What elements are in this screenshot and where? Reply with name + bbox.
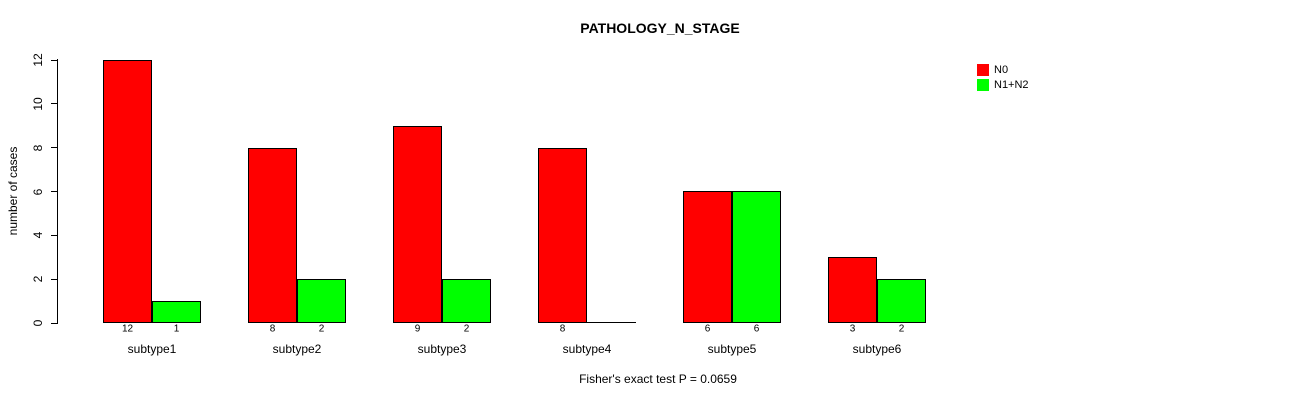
bar-n0-subtype5	[683, 191, 732, 323]
x-axis-category-label: subtype5	[707, 342, 757, 356]
bar-n0-subtype6	[828, 257, 877, 323]
x-axis-category-label: subtype3	[417, 342, 467, 356]
bar-n1n2-subtype3	[442, 279, 491, 323]
y-axis-tick	[51, 191, 57, 192]
x-axis-category-label: subtype4	[562, 342, 612, 356]
bar-n0-subtype3	[393, 126, 442, 323]
legend-item: N0	[977, 62, 1029, 77]
bar-n0-subtype2	[248, 148, 297, 323]
chart-title: PATHOLOGY_N_STAGE	[580, 20, 740, 36]
legend-color-n0	[977, 63, 989, 76]
bar-n1n2-subtype2	[297, 279, 346, 323]
y-axis-tick-label: 4	[31, 231, 45, 239]
bar-n0-subtype1	[103, 60, 152, 323]
bar-value-label: 3	[849, 323, 856, 335]
bar-n0-subtype4	[538, 148, 587, 323]
bar-value-label: 8	[269, 323, 276, 335]
bar-n1n2-subtype5	[732, 191, 781, 323]
y-axis-tick-label: 0	[31, 319, 45, 327]
bar-n1n2-subtype4	[587, 322, 636, 323]
bar-value-label: 8	[559, 323, 566, 335]
y-axis-tick	[51, 234, 57, 236]
x-axis-category-label: subtype6	[852, 342, 902, 356]
legend-label: N1+N2	[994, 78, 1029, 91]
y-axis-line	[57, 59, 58, 324]
y-axis-label: number of cases	[6, 146, 20, 236]
bar-value-label: 6	[753, 323, 760, 335]
bar-n1n2-subtype6	[877, 279, 926, 323]
bar-value-label: 2	[463, 323, 470, 335]
legend-label: N0	[994, 63, 1009, 76]
x-axis-category-label: subtype1	[127, 342, 177, 356]
bar-value-label: 1	[173, 323, 180, 335]
bar-value-label: 6	[704, 323, 711, 335]
y-axis-tick	[51, 278, 57, 280]
y-axis-tick	[51, 59, 57, 61]
bar-value-label: 2	[318, 323, 325, 335]
y-axis-tick	[51, 147, 57, 149]
y-axis-tick	[51, 322, 57, 324]
legend-item: N1+N2	[977, 77, 1029, 92]
bar-n1n2-subtype1	[152, 301, 201, 323]
bar-value-label: 9	[414, 323, 421, 335]
x-axis-category-label: subtype2	[272, 342, 322, 356]
legend-color-n1n2	[977, 78, 989, 91]
bar-value-label: 2	[898, 323, 905, 335]
y-axis-tick	[51, 103, 57, 105]
legend: N0 N1+N2	[977, 62, 1029, 92]
y-axis-tick-label: 2	[31, 275, 45, 283]
y-axis-tick-label: 8	[31, 144, 45, 151]
footnote-fisher-test: Fisher's exact test P = 0.0659	[579, 372, 737, 386]
y-axis-tick-label: 10	[31, 97, 45, 111]
bar-value-label: 12	[121, 323, 134, 335]
y-axis-tick-label: 6	[31, 188, 45, 195]
y-axis-tick-label: 12	[31, 53, 45, 67]
